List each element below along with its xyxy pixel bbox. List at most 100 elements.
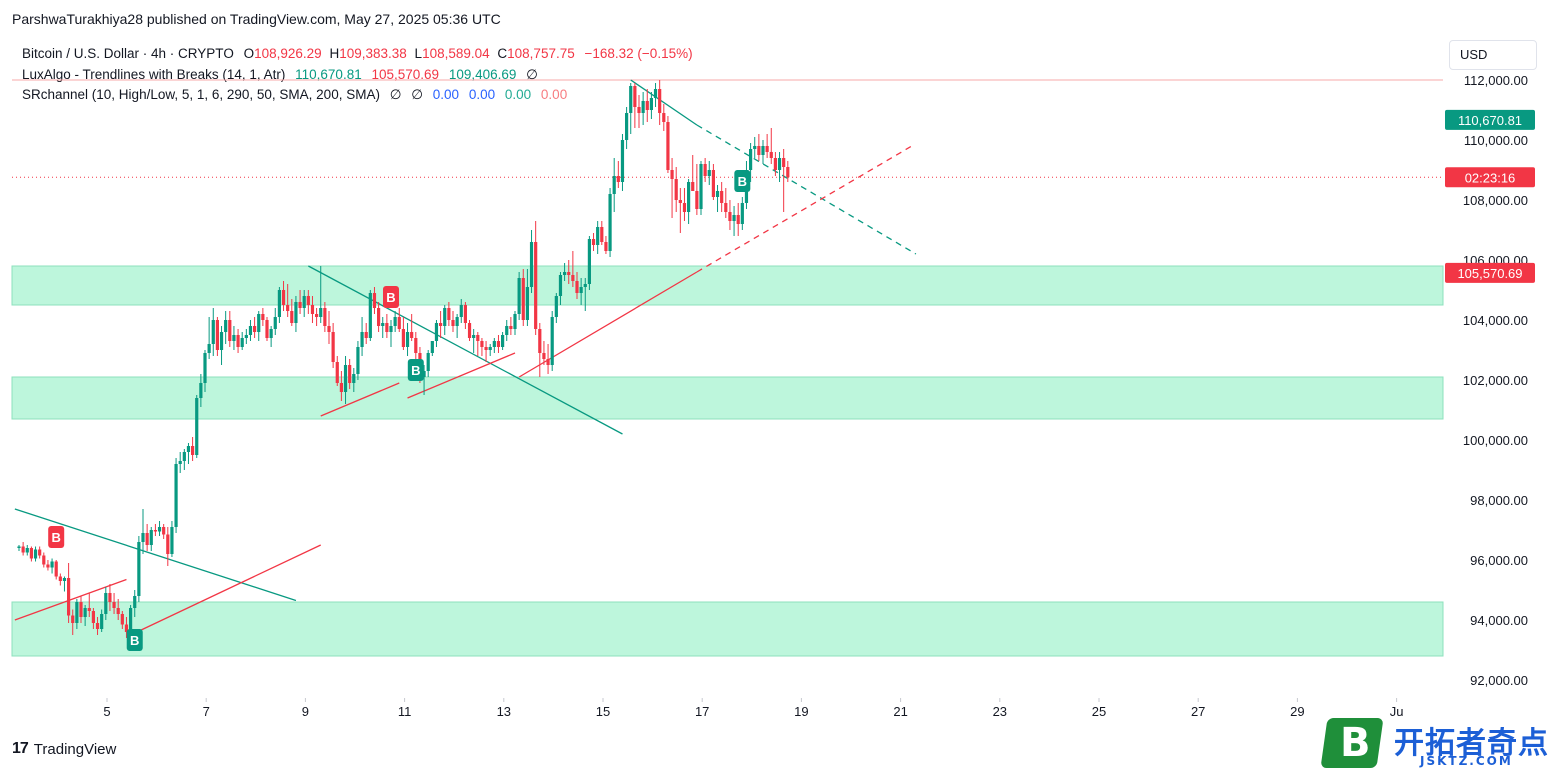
y-tick-label: 102,000.00 bbox=[1463, 373, 1528, 388]
candle bbox=[513, 311, 517, 335]
candle bbox=[228, 311, 232, 347]
currency-selector[interactable]: USD bbox=[1449, 40, 1537, 70]
candle bbox=[281, 281, 286, 311]
candle bbox=[724, 188, 728, 218]
candle-body bbox=[240, 338, 244, 347]
y-tick-label: 94,000.00 bbox=[1470, 613, 1528, 628]
trendline-3 bbox=[308, 265, 623, 435]
candle-body bbox=[224, 320, 228, 332]
candle bbox=[476, 332, 480, 356]
candle-body bbox=[405, 332, 410, 347]
indicator-name-srchannel[interactable]: SRchannel (10, High/Low, 5, 1, 6, 290, 5… bbox=[22, 87, 380, 102]
x-tick-label: 21 bbox=[893, 704, 907, 719]
candle-body bbox=[451, 320, 455, 326]
candle-body bbox=[38, 549, 42, 556]
sr-zone-1 bbox=[11, 376, 1444, 420]
candle bbox=[645, 89, 649, 122]
candle-body bbox=[509, 326, 513, 329]
candle-body bbox=[33, 549, 38, 559]
close-label: C bbox=[497, 46, 508, 61]
srchannel-value-2: ∅ bbox=[411, 87, 424, 102]
candle-body bbox=[261, 314, 265, 320]
candle-body bbox=[253, 326, 257, 332]
srchannel-value-3: 0.00 bbox=[432, 87, 460, 102]
tradingview-mark-icon: 17 bbox=[12, 740, 29, 757]
candle bbox=[496, 335, 501, 353]
symbol-name[interactable]: Bitcoin / U.S. Dollar · 4h · CRYPTO bbox=[22, 46, 234, 61]
x-tick-label: 23 bbox=[993, 704, 1007, 719]
candle-body bbox=[21, 546, 25, 553]
candle-body bbox=[182, 452, 186, 461]
candle bbox=[124, 617, 129, 638]
candle-body bbox=[426, 353, 430, 371]
indicator-name-luxalgo[interactable]: LuxAlgo - Trendlines with Breaks (14, 1,… bbox=[22, 66, 286, 82]
candle-body bbox=[550, 317, 554, 365]
candle-body bbox=[633, 86, 637, 107]
break-signal-label-4: B bbox=[738, 174, 747, 189]
candle bbox=[509, 317, 513, 335]
low-label: L bbox=[414, 46, 423, 61]
candle-body bbox=[641, 101, 645, 113]
x-tick-label: 29 bbox=[1290, 704, 1304, 719]
candle-body bbox=[583, 284, 587, 287]
candle-body bbox=[46, 564, 50, 568]
candle-body bbox=[290, 311, 294, 323]
trendline-6 bbox=[630, 79, 698, 126]
break-signal-badge-3 bbox=[407, 359, 424, 381]
candle-body bbox=[203, 353, 207, 383]
candle-body bbox=[484, 347, 488, 350]
candle-body bbox=[368, 293, 372, 338]
candle-body bbox=[703, 164, 707, 176]
candle-body bbox=[538, 329, 542, 353]
candle-body bbox=[554, 296, 558, 317]
candle bbox=[674, 167, 678, 212]
tradingview-logo[interactable]: 17 TradingView bbox=[12, 740, 116, 758]
candle bbox=[339, 371, 343, 401]
watermark-title: 开拓者奇点 bbox=[1394, 726, 1549, 761]
trendline-5 bbox=[407, 352, 516, 399]
candle-body bbox=[348, 365, 352, 383]
candle-body bbox=[389, 326, 393, 332]
candle-body bbox=[67, 578, 71, 616]
candle-body bbox=[670, 170, 674, 179]
candle-body bbox=[112, 602, 116, 608]
candle bbox=[261, 308, 265, 326]
candle-body bbox=[525, 287, 529, 320]
candle bbox=[711, 164, 715, 200]
candle-body bbox=[782, 158, 786, 167]
candle-body bbox=[422, 371, 426, 377]
candle-body bbox=[472, 335, 476, 338]
candle bbox=[401, 317, 405, 350]
candle bbox=[157, 521, 162, 536]
x-tick-label: 7 bbox=[203, 704, 210, 719]
candle bbox=[517, 272, 521, 320]
candle-body bbox=[765, 146, 769, 152]
candle bbox=[54, 560, 58, 580]
candle-body bbox=[645, 101, 649, 110]
candle bbox=[397, 308, 401, 332]
candle bbox=[170, 521, 174, 557]
candle-body bbox=[186, 446, 191, 452]
candle-body bbox=[137, 542, 141, 596]
x-tick-label: 5 bbox=[103, 704, 110, 719]
candle bbox=[91, 608, 95, 629]
candle-body bbox=[459, 305, 463, 317]
candle bbox=[360, 317, 364, 356]
candle-body bbox=[174, 464, 178, 527]
candle bbox=[25, 545, 29, 556]
candle bbox=[625, 107, 629, 149]
candle-body bbox=[674, 179, 678, 200]
candle bbox=[133, 590, 137, 617]
indicator-row-srchannel: SRchannel (10, High/Low, 5, 1, 6, 290, 5… bbox=[22, 85, 693, 106]
candle bbox=[707, 161, 711, 185]
candle-body bbox=[100, 614, 104, 629]
candle-body bbox=[649, 98, 653, 110]
candle-body bbox=[298, 302, 302, 308]
candle-body bbox=[319, 308, 323, 317]
candle bbox=[488, 344, 492, 356]
x-tick-label: 17 bbox=[695, 704, 709, 719]
candle-body bbox=[157, 527, 162, 532]
candle-body bbox=[434, 323, 439, 341]
candle bbox=[612, 158, 616, 212]
